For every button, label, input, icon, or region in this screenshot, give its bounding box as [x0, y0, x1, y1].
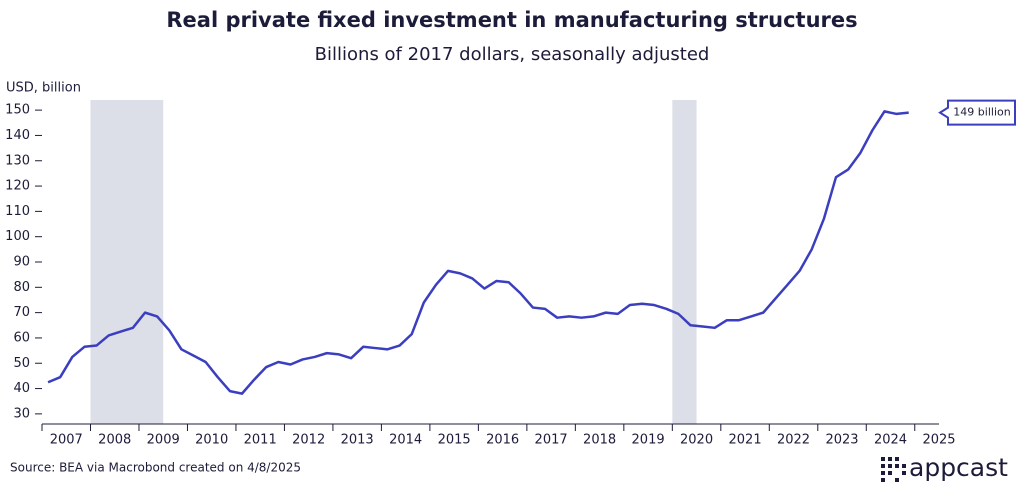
- x-tick-label: 2008: [98, 433, 131, 448]
- y-tick-label: 90: [13, 255, 30, 270]
- x-tick-label: 2009: [147, 433, 180, 448]
- y-tick-label: 60: [13, 330, 30, 345]
- y-tick-label: 40: [13, 381, 30, 396]
- x-tick-label: 2019: [632, 433, 665, 448]
- y-tick-label: 50: [13, 356, 30, 371]
- x-tick-label: 2024: [874, 433, 907, 448]
- x-tick-label: 2021: [729, 433, 762, 448]
- y-tick-label: 110: [5, 204, 30, 219]
- x-tick-label: 2016: [486, 433, 519, 448]
- y-tick-label: 70: [13, 305, 30, 320]
- recession-shade: [672, 100, 697, 424]
- callout-box: [938, 99, 1016, 126]
- chart-title: Real private fixed investment in manufac…: [166, 8, 857, 32]
- data-line: [47, 110, 909, 395]
- x-tick-label: 2018: [583, 433, 616, 448]
- x-tick-label: 2007: [50, 433, 83, 448]
- x-tick-label: 2020: [680, 433, 713, 448]
- x-tick-label: 2015: [438, 433, 471, 448]
- y-tick-label: 130: [5, 153, 30, 168]
- x-tick-label: 2011: [244, 433, 277, 448]
- chart-subtitle: Billions of 2017 dollars, seasonally adj…: [315, 44, 710, 65]
- y-tick-label: 140: [5, 128, 30, 143]
- y-tick-label: 100: [5, 229, 30, 244]
- x-tick-label: 2022: [777, 433, 810, 448]
- callout-label: 149 billion: [953, 106, 1010, 119]
- x-tick-label: 2023: [825, 433, 858, 448]
- x-tick-label: 2013: [341, 433, 374, 448]
- brand-name: appcast: [909, 453, 1008, 482]
- y-tick-label: 150: [5, 103, 30, 118]
- x-tick-label: 2012: [292, 433, 325, 448]
- y-axis-label: USD, billion: [6, 81, 81, 96]
- y-tick-label: 120: [5, 179, 30, 194]
- x-tick-label: 2010: [195, 433, 228, 448]
- y-tick-label: 30: [13, 406, 30, 421]
- recession-shade: [90, 100, 164, 424]
- source-note: Source: BEA via Macrobond created on 4/8…: [10, 461, 301, 475]
- x-tick-label: 2025: [922, 433, 955, 448]
- x-tick-label: 2014: [389, 433, 422, 448]
- brand-icon: [881, 457, 906, 482]
- x-tick-label: 2017: [535, 433, 568, 448]
- y-tick-label: 80: [13, 280, 30, 295]
